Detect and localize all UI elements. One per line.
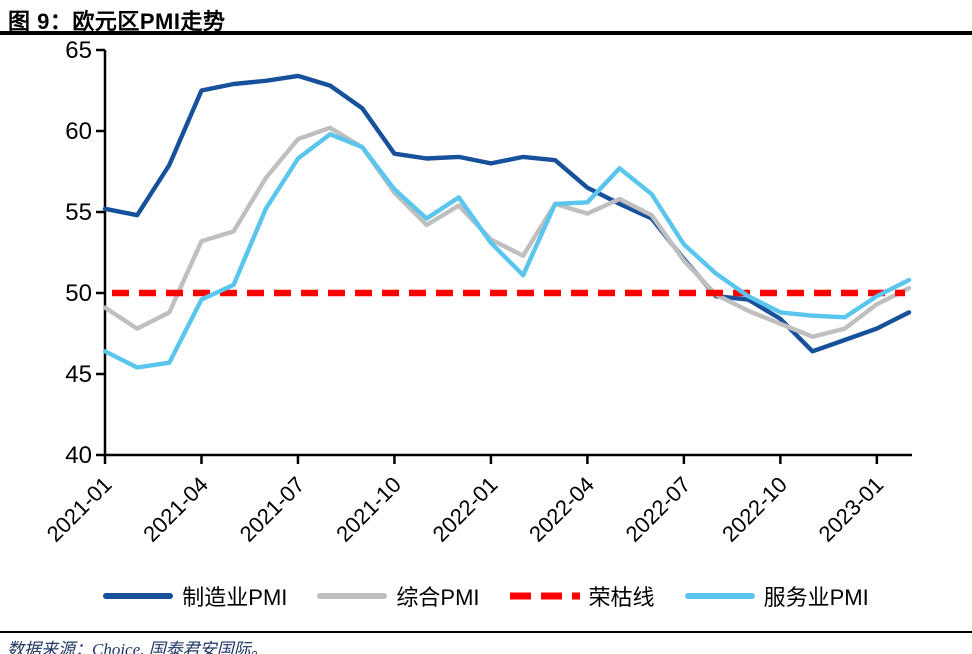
legend-item-manufacturing: 制造业PMI	[103, 580, 287, 612]
services-line	[102, 131, 912, 370]
y-axis-label: 40	[65, 442, 92, 469]
chart-legend: 制造业PMI 综合PMI 荣枯线 服务业PMI	[0, 578, 972, 614]
title-divider	[0, 31, 972, 35]
manufacturing-line	[102, 73, 912, 354]
y-axis-label: 55	[65, 199, 92, 226]
x-axis-label: 2023-01	[814, 472, 889, 547]
figure-title: 图 9：欧元区PMI走势	[8, 9, 226, 34]
legend-item-refline: 荣枯线	[509, 580, 655, 612]
y-axis-label: 45	[65, 361, 92, 388]
x-axis-label: 2021-04	[138, 472, 213, 547]
legend-item-composite: 综合PMI	[317, 580, 480, 612]
x-axis-label: 2022-10	[717, 472, 792, 547]
data-source-note: 数据来源：Choice, 国泰君安国际。	[7, 640, 268, 654]
boom-bust-dash-swatch	[509, 592, 580, 600]
legend-label-services: 服务业PMI	[763, 585, 869, 610]
y-axis-label: 65	[65, 37, 92, 64]
footer-divider	[0, 631, 972, 633]
y-axis-label: 60	[65, 118, 92, 145]
y-axis-label: 50	[65, 280, 92, 307]
x-axis-label: 2021-07	[235, 472, 310, 547]
x-axis-label: 2022-04	[524, 472, 599, 547]
composite-line-swatch	[317, 593, 388, 599]
composite-line	[102, 125, 912, 339]
x-axis-label: 2022-01	[428, 472, 503, 547]
manufacturing-line-swatch	[103, 593, 174, 599]
x-axis-label: 2021-01	[42, 472, 117, 547]
legend-label-composite: 综合PMI	[396, 585, 480, 610]
legend-item-services: 服务业PMI	[684, 580, 869, 612]
services-line-swatch	[684, 593, 755, 599]
axis-lines	[103, 50, 912, 457]
pmi-line-chart: 40 45 50 55 60 65 2021-01 2021-04 2021-07 2021-10…	[42, 37, 912, 547]
legend-label-manufacturing: 制造业PMI	[182, 585, 288, 610]
legend-label-refline: 荣枯线	[588, 585, 655, 610]
x-axis-label: 2022-07	[621, 472, 696, 547]
x-axis-label: 2021-10	[331, 472, 406, 547]
